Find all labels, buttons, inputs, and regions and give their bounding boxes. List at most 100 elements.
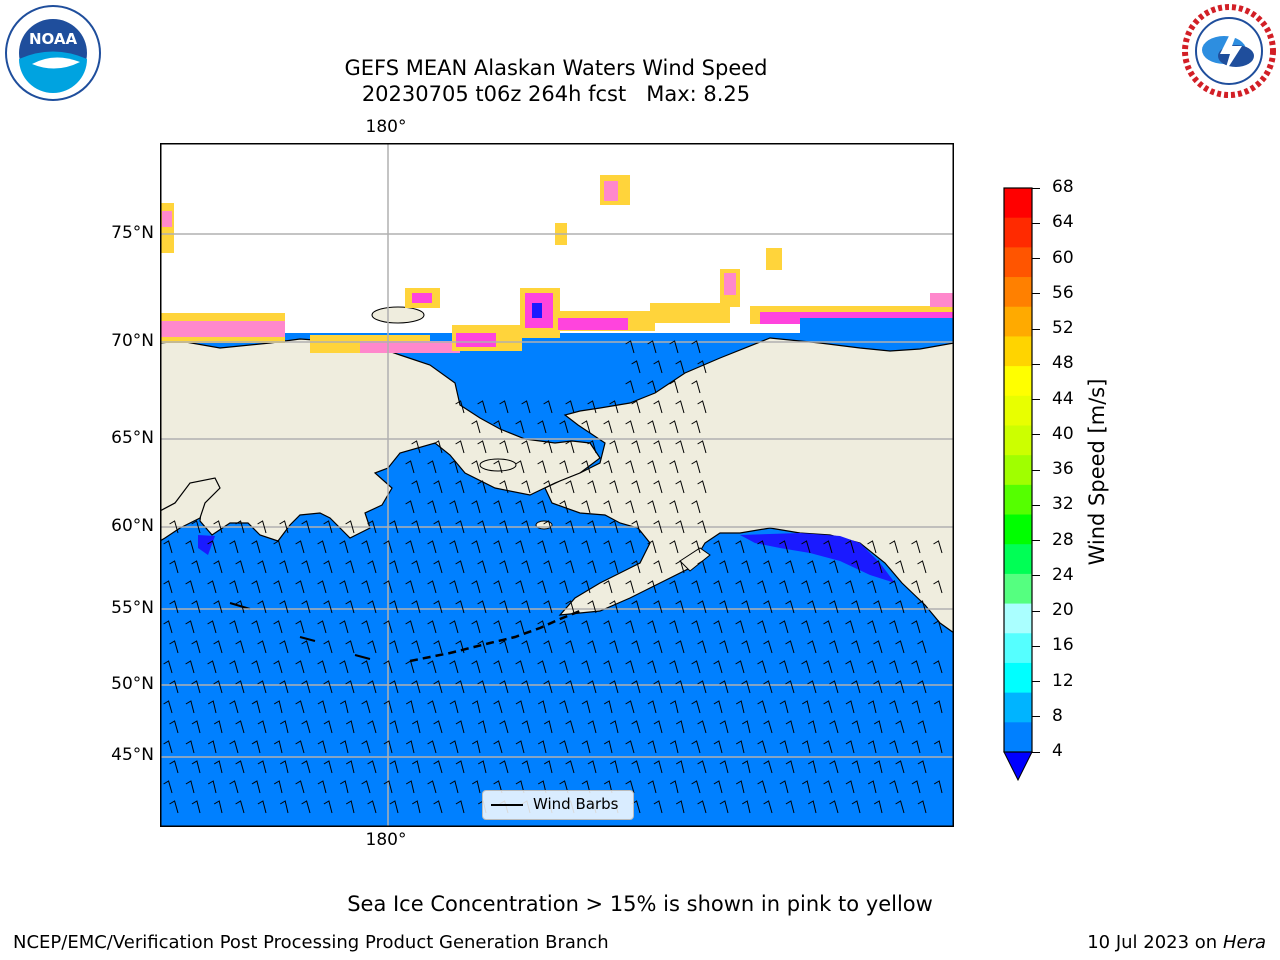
wind-barb — [411, 440, 421, 454]
wind-barb — [713, 740, 723, 754]
wind-barb — [691, 780, 701, 794]
wind-barb — [163, 700, 173, 714]
colorbar-tick-label: 60 — [1052, 247, 1074, 268]
wind-barb — [229, 540, 239, 554]
wind-barb — [911, 740, 921, 754]
wind-barb — [559, 740, 569, 754]
wind-barb — [867, 540, 877, 554]
wind-barb — [631, 560, 641, 574]
wind-barb — [691, 580, 701, 594]
wind-barb — [229, 620, 239, 634]
colorbar-block — [1004, 722, 1032, 753]
wind-barb — [383, 660, 393, 674]
title-line-1: GEFS MEAN Alaskan Waters Wind Speed — [344, 56, 768, 80]
wind-barb — [669, 500, 679, 514]
wind-barb — [851, 640, 861, 654]
wind-barb — [713, 700, 723, 714]
wind-barb — [323, 680, 333, 694]
wind-barb — [669, 420, 679, 434]
wind-barb — [405, 700, 415, 714]
wind-barb — [917, 760, 927, 774]
wind-barb — [675, 440, 685, 454]
wind-barb — [169, 680, 179, 694]
wind-barb — [273, 660, 283, 674]
wind-barb — [735, 580, 745, 594]
wind-barb — [207, 700, 217, 714]
wind-barb — [785, 600, 795, 614]
wind-barb — [647, 420, 657, 434]
wind-barb — [367, 760, 377, 774]
map-frame — [160, 143, 954, 827]
wind-barb — [543, 600, 553, 614]
wind-barb — [455, 560, 465, 574]
wind-barb — [823, 660, 833, 674]
wind-barb — [845, 780, 855, 794]
wind-barb — [471, 660, 481, 674]
noaa-logo: NOAA — [4, 4, 102, 102]
colorbar-tick-mark — [1032, 258, 1040, 259]
wind-barb — [609, 720, 619, 734]
wind-barb — [587, 560, 597, 574]
wind-barb — [493, 700, 503, 714]
wind-barb — [647, 740, 657, 754]
wind-barb — [169, 520, 179, 534]
colorbar-tick-mark — [1032, 681, 1040, 682]
wind-barb — [537, 740, 547, 754]
wind-barb — [191, 800, 201, 814]
wind-barb — [455, 600, 465, 614]
footer-date-text: 10 Jul 2023 on — [1087, 932, 1223, 953]
wind-barb — [163, 540, 173, 554]
wind-barb — [609, 560, 619, 574]
wind-barb — [345, 720, 355, 734]
wind-barb — [653, 560, 663, 574]
wind-barb — [361, 700, 371, 714]
wind-barb — [829, 720, 839, 734]
wind-barb — [449, 700, 459, 714]
wind-barb — [537, 540, 547, 554]
wind-barb — [697, 640, 707, 654]
wind-barb — [719, 600, 729, 614]
wind-barb — [213, 640, 223, 654]
lat-label-50: 50°N — [111, 674, 154, 694]
wind-barb — [631, 400, 641, 414]
wind-barb — [647, 340, 657, 354]
wind-barb — [521, 680, 531, 694]
wind-barb — [537, 780, 547, 794]
wind-barb — [367, 720, 377, 734]
wind-barb — [323, 800, 333, 814]
wind-barb — [515, 740, 525, 754]
wind-barb — [873, 720, 883, 734]
wind-barb — [889, 620, 899, 634]
wind-barb — [295, 660, 305, 674]
wind-barb — [779, 620, 789, 634]
wind-barb — [279, 800, 289, 814]
wind-barb — [565, 640, 575, 654]
wind-barb — [647, 380, 657, 394]
wind-barb — [411, 760, 421, 774]
wind-barb — [757, 780, 767, 794]
wind-barb — [669, 380, 679, 394]
colorbar-tick-label: 36 — [1052, 459, 1074, 479]
wind-barb — [317, 780, 327, 794]
wind-barb — [735, 700, 745, 714]
wind-barb — [449, 580, 459, 594]
wind-barb — [691, 380, 701, 394]
colorbar-tick-label: 32 — [1052, 494, 1074, 515]
wind-barb — [675, 600, 685, 614]
wind-barb — [383, 540, 393, 554]
wind-barb — [515, 620, 525, 634]
wind-barb — [867, 580, 877, 594]
wind-barb — [625, 380, 635, 394]
wind-barb — [653, 480, 663, 494]
wind-barb — [609, 520, 619, 534]
wind-barb — [235, 520, 245, 534]
lat-label-45: 45°N — [111, 745, 154, 765]
wind-barb — [367, 680, 377, 694]
wind-barb — [587, 480, 597, 494]
strong-wind-bristol — [198, 535, 215, 555]
wind-barb — [471, 500, 481, 514]
colorbar-blocks — [1004, 188, 1032, 753]
wind-barb — [675, 680, 685, 694]
wind-barb — [691, 620, 701, 634]
wind-barb — [273, 700, 283, 714]
